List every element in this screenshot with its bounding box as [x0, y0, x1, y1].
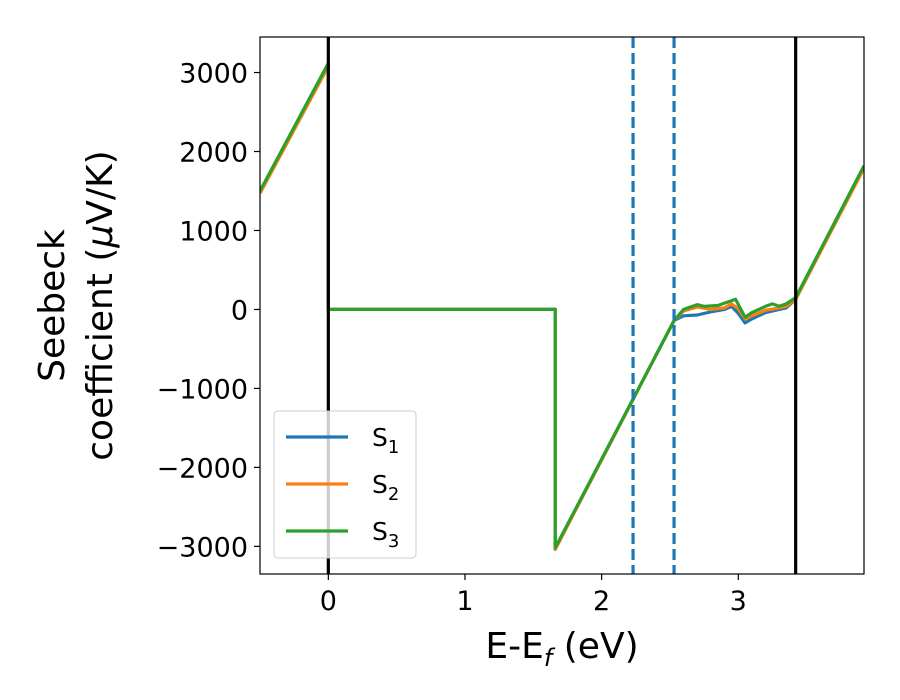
y-tick-label: −2000	[157, 453, 248, 484]
y-tick-label: −3000	[157, 532, 248, 563]
y-axis-label-line2: coefficient (μV/K)	[80, 150, 121, 460]
legend-label-s3: S3	[372, 517, 399, 552]
x-tick-label: 2	[593, 586, 610, 617]
series-layer	[260, 61, 864, 552]
y-axis-ticks: −3000 −2000 −1000 0 1000 2000 3000	[157, 59, 260, 563]
y-tick-label: 2000	[179, 138, 248, 169]
x-tick-label: 3	[730, 586, 747, 617]
y-axis-label: Seebeck coefficient (μV/K)	[32, 150, 121, 460]
x-axis-label: E-Ef (eV)	[485, 626, 638, 672]
y-tick-label: 1000	[179, 216, 248, 247]
legend: S1 S2 S3	[273, 410, 417, 559]
y-tick-label: 3000	[179, 59, 248, 90]
y-axis-label-line1: Seebeck	[32, 229, 73, 382]
legend-label-s1: S1	[372, 423, 399, 458]
y-tick-label: 0	[231, 295, 248, 326]
x-tick-label: 0	[320, 586, 337, 617]
series-line-s3	[260, 61, 864, 550]
x-axis-ticks: 0 1 2 3	[320, 574, 747, 617]
x-tick-label: 1	[456, 586, 473, 617]
y-tick-label: −1000	[157, 374, 248, 405]
legend-label-s2: S2	[372, 470, 399, 505]
plot-frame	[259, 36, 865, 575]
